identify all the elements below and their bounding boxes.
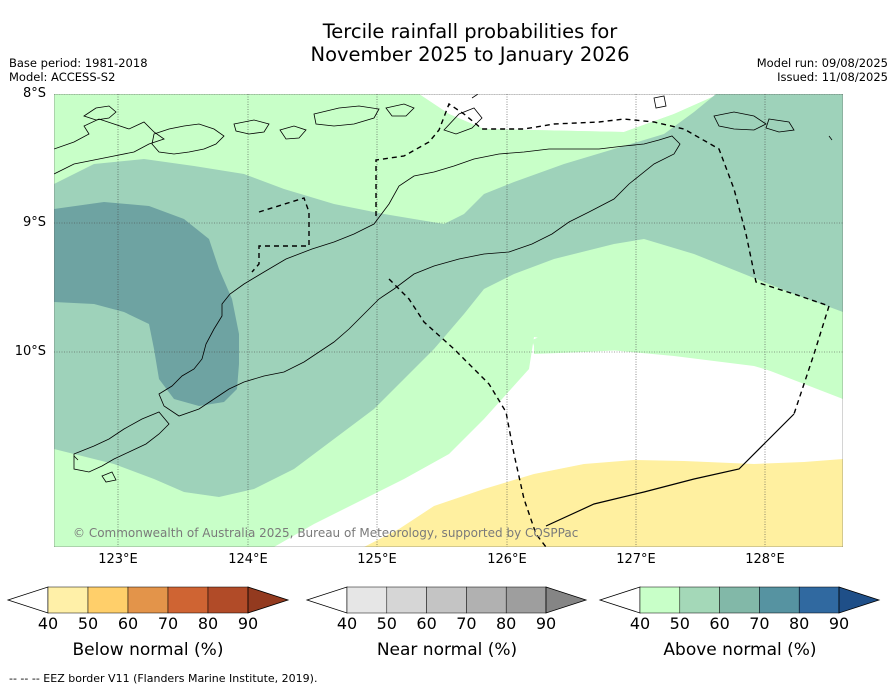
colorbar-near-segment — [346, 586, 388, 614]
colorbar-near-tick: 40 — [336, 614, 358, 633]
colorbar-below-under — [6, 586, 49, 614]
colorbar-label-above: Above normal (%) — [663, 640, 817, 660]
lon-label-126e: 126°E — [487, 552, 527, 567]
issued-date: Issued: 11/08/2025 — [777, 70, 888, 84]
lon-label-124e: 124°E — [228, 552, 268, 567]
colorbar-above-segment — [679, 586, 720, 614]
colorbar-below-tick: 60 — [117, 614, 139, 633]
colorbar-below — [6, 586, 290, 614]
colorbar-below-segment — [47, 586, 89, 614]
map-panel — [54, 94, 843, 547]
colorbars — [6, 586, 881, 614]
colorbar-below-segment — [87, 586, 129, 614]
colorbar-above-tick: 50 — [669, 614, 690, 633]
colorbar-above-tick: 90 — [828, 614, 850, 633]
model-run: Model run: 09/08/2025 — [756, 56, 888, 70]
colorbar-near-tick: 70 — [456, 614, 477, 633]
graticule — [54, 94, 843, 547]
meta-left: Base period: 1981-2018 Model: ACCESS-S2 — [9, 56, 148, 84]
colorbar-below-tick: 80 — [197, 614, 219, 633]
boundary-solid — [545, 413, 795, 527]
eez-footnote: -- -- -- EEZ border V11 (Flanders Marine… — [9, 672, 318, 685]
lat-label-9s: 9°S — [22, 215, 46, 230]
colorbar-above-tick: 80 — [789, 614, 810, 633]
colorbar-label-near: Near normal (%) — [376, 640, 518, 660]
colorbar-above-segment — [639, 586, 681, 614]
region-above-50 — [54, 94, 843, 497]
colorbar-below-segment — [207, 586, 249, 614]
colorbar-above-tick: 60 — [709, 614, 730, 633]
meta-right: Model run: 09/08/2025 Issued: 11/08/2025 — [757, 56, 888, 84]
colorbar-above-under — [598, 586, 641, 614]
colorbar-below-segment — [127, 586, 169, 614]
colorbar-above — [598, 586, 881, 614]
colorbar-above-segment — [719, 586, 760, 614]
eez-border — [251, 102, 830, 547]
coastlines — [54, 94, 833, 483]
title-line-1: Tercile rainfall probabilities for — [322, 20, 618, 43]
base-period: Base period: 1981-2018 — [9, 56, 148, 70]
lon-label-123e: 123°E — [98, 552, 138, 567]
lon-label-127e: 127°E — [616, 552, 656, 567]
colorbar-label-below: Below normal (%) — [72, 640, 224, 660]
colorbar-near-tick: 80 — [496, 614, 517, 633]
colorbar-below-tick: 50 — [77, 614, 99, 633]
colorbar-below-tick: 90 — [237, 614, 259, 633]
map-title: Tercile rainfall probabilities for Novem… — [0, 20, 896, 66]
colorbar-near-tick: 60 — [416, 614, 437, 633]
colorbar-above-segment — [759, 586, 800, 614]
colorbar-below-over — [247, 586, 290, 614]
lon-label-128e: 128°E — [745, 552, 785, 567]
lat-label-10s: 10°S — [14, 344, 46, 359]
colorbar-near-tick: 50 — [376, 614, 397, 633]
colorbar-above-segment — [798, 586, 840, 614]
colorbar-above-tick: 70 — [749, 614, 770, 633]
colorbar-near-tick: 90 — [535, 614, 557, 633]
region-above-60 — [54, 202, 239, 406]
colorbar-near — [305, 586, 588, 614]
model-name: Model: ACCESS-S2 — [9, 70, 116, 84]
colorbar-near-segment — [466, 586, 507, 614]
copyright-notice: © Commonwealth of Australia 2025, Bureau… — [73, 526, 579, 540]
colorbar-near-segment — [505, 586, 547, 614]
colorbar-below-segment — [167, 586, 209, 614]
region-below-40 — [364, 459, 843, 547]
lon-label-125e: 125°E — [357, 552, 397, 567]
lat-label-8s: 8°S — [22, 86, 46, 101]
colorbar-near-over — [545, 586, 588, 614]
title-line-2: November 2025 to January 2026 — [310, 43, 630, 66]
colorbar-above-over — [838, 586, 881, 614]
colorbar-near-segment — [426, 586, 467, 614]
colorbar-near-under — [305, 586, 348, 614]
colorbar-above-tick: 40 — [629, 614, 651, 633]
colorbar-near-segment — [386, 586, 427, 614]
colorbar-below-tick: 70 — [157, 614, 179, 633]
colorbar-below-tick: 40 — [37, 614, 59, 633]
